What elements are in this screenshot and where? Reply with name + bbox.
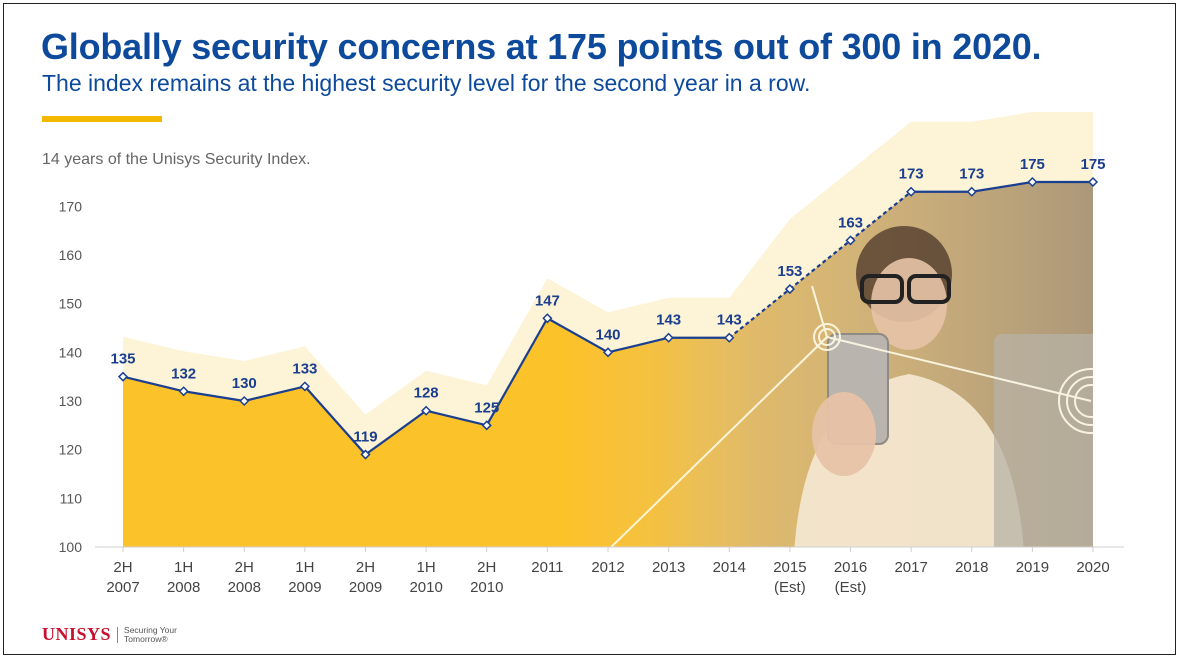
x-tick-label: 2020 <box>1076 559 1109 576</box>
series-line-segment <box>122 375 184 393</box>
series-line-segment <box>183 390 245 403</box>
data-label: 143 <box>656 312 681 329</box>
series-line-segment <box>849 190 912 242</box>
slide: 100 110 120 130 140 150 160 170 2H 2007 1H 2008 2H 20… <box>3 3 1176 655</box>
y-tick-label: 170 <box>59 198 83 214</box>
x-tick-label: 1H <box>295 559 314 576</box>
data-point-marker <box>299 381 310 392</box>
series-line <box>117 176 1099 460</box>
x-tick-label: 2009 <box>288 579 321 596</box>
data-label: 133 <box>292 360 317 377</box>
axes: 100 110 120 130 140 150 160 170 2H 2007 1H 2008 2H 20… <box>59 198 1124 596</box>
logo-divider <box>117 626 119 643</box>
series-line-segment <box>364 409 427 456</box>
data-label: 140 <box>595 326 620 343</box>
data-label: 119 <box>353 429 377 446</box>
logo-tagline: Securing Your Tomorrow® <box>124 624 177 644</box>
data-label: 143 <box>717 312 742 329</box>
data-label: 173 <box>899 166 924 183</box>
security-index-chart: 100 110 120 130 140 150 160 170 2H 2007 1H 2008 2H 20… <box>59 112 1124 596</box>
x-tick-label: 2H <box>356 559 375 576</box>
data-point-marker <box>966 186 977 197</box>
series-line-segment <box>546 317 609 354</box>
series-line-segment <box>971 180 1033 193</box>
data-point-marker <box>178 386 189 397</box>
x-tick-label: 2H <box>113 559 132 576</box>
data-label: 132 <box>171 365 196 382</box>
data-point-marker <box>1027 176 1038 188</box>
y-tick-label: 130 <box>59 393 83 409</box>
x-tick-label: 2012 <box>591 559 624 576</box>
x-tick-label: 2H <box>477 559 496 576</box>
x-tick-label: 2009 <box>349 579 382 596</box>
y-tick-label: 110 <box>60 490 83 506</box>
y-tick-label: 150 <box>59 296 83 312</box>
data-label: 153 <box>777 263 802 280</box>
data-point-marker <box>724 332 735 343</box>
page-subtitle: The index remains at the highest securit… <box>42 70 811 96</box>
data-point-marker <box>239 395 250 407</box>
logo-wordmark: UNISYS <box>42 624 112 644</box>
x-tick-label: 2007 <box>106 579 139 596</box>
x-tick-label: 1H <box>174 559 193 576</box>
series-line-segment <box>728 288 791 339</box>
x-tick-label: 2010 <box>470 579 503 596</box>
data-label: 163 <box>838 214 863 231</box>
x-tick-label: 2016 <box>834 559 867 576</box>
data-point-marker <box>360 449 371 460</box>
data-point-marker <box>845 235 856 246</box>
x-tick-label: 2013 <box>652 559 685 576</box>
x-tick-label: (Est) <box>774 579 806 596</box>
accent-rule <box>42 116 162 122</box>
chart-caption: 14 years of the Unisys Security Index. <box>42 151 311 168</box>
x-tick-label: 2H <box>235 559 254 576</box>
unisys-logo: UNISYS Securing Your Tomorrow® <box>42 624 194 645</box>
y-tick-label: 120 <box>59 442 83 458</box>
x-tick-label: 2019 <box>1016 559 1049 576</box>
data-label: 173 <box>959 166 984 183</box>
data-label: 175 <box>1080 156 1105 173</box>
data-point-marker <box>602 347 614 358</box>
series-line-segment <box>425 409 488 427</box>
x-tick-label: 1H <box>417 559 436 576</box>
x-tick-label: 2010 <box>409 579 442 596</box>
data-point-marker <box>117 371 129 382</box>
data-label: 135 <box>110 351 135 368</box>
data-point-marker <box>784 284 795 295</box>
photo-overlay <box>564 182 1093 547</box>
data-point-marker <box>663 332 674 343</box>
data-point-marker <box>421 405 432 416</box>
data-point-marker <box>481 420 492 431</box>
series-line-segment <box>243 385 306 403</box>
page-title: Globally security concerns at 175 points… <box>41 26 1042 67</box>
data-labels: 135 132 130 133 119 128 125 147 140 143 143 153 163 1… <box>110 156 1105 446</box>
data-point-marker <box>542 313 553 324</box>
x-tick-label: 2018 <box>955 559 988 576</box>
x-tick-label: 2008 <box>228 579 261 596</box>
x-tick-label: 2008 <box>167 579 200 596</box>
series-line-segment <box>485 317 549 426</box>
y-tick-label: 140 <box>59 344 83 360</box>
x-tick-label: 2014 <box>713 559 746 576</box>
data-label: 128 <box>414 385 439 402</box>
data-label: 125 <box>474 399 499 416</box>
data-label: 130 <box>232 375 257 392</box>
data-label: 175 <box>1020 156 1045 173</box>
series-line-segment <box>607 336 669 354</box>
data-point-marker <box>906 186 917 197</box>
x-tick-label: (Est) <box>835 579 867 596</box>
series-line-segment <box>304 385 367 456</box>
series-line-segment <box>789 239 852 290</box>
x-tick-label: 2015 <box>773 559 806 576</box>
data-label: 147 <box>535 292 560 309</box>
y-tick-label: 160 <box>59 247 83 263</box>
y-tick-label: 100 <box>59 539 83 555</box>
data-point-marker <box>1087 176 1099 188</box>
x-tick-label: 2017 <box>894 559 927 576</box>
x-tick-label: 2011 <box>531 559 563 576</box>
